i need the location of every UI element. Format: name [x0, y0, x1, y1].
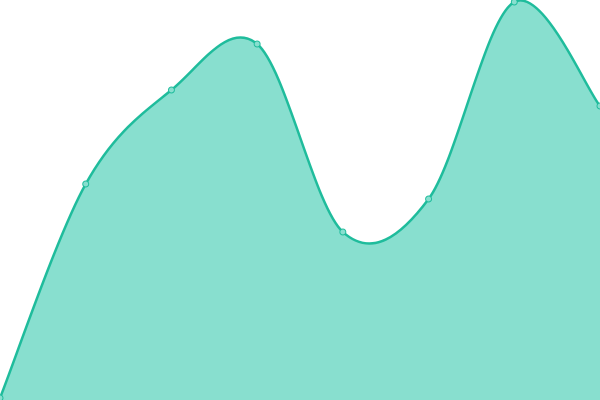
- data-point-1: [82, 180, 90, 188]
- data-point-2: [167, 86, 175, 94]
- data-point-4: [339, 228, 347, 236]
- data-point-3: [253, 40, 261, 48]
- data-point-5: [425, 195, 433, 203]
- data-point-7: [596, 102, 600, 110]
- data-point-6: [510, 0, 518, 6]
- data-point-0: [0, 394, 4, 400]
